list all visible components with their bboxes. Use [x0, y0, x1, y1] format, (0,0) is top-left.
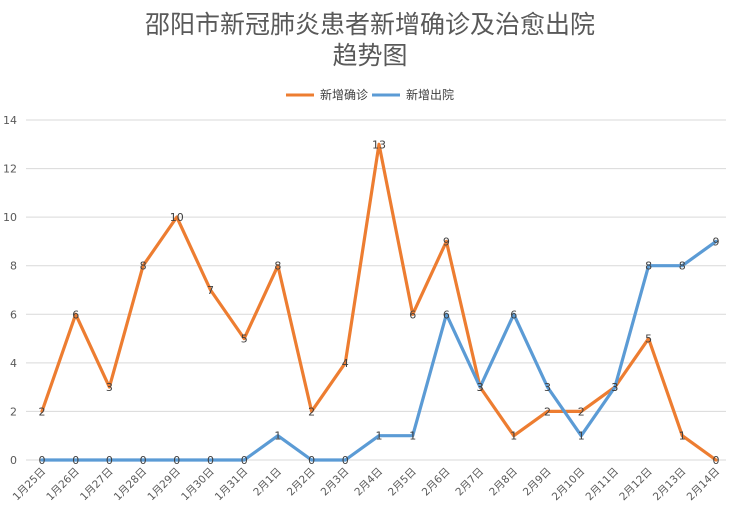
y-tick-label: 10 — [3, 211, 17, 224]
data-label-discharged: 0 — [342, 454, 349, 467]
x-tick-label: 1月30日 — [179, 466, 217, 504]
data-label-confirmed: 2 — [578, 405, 585, 418]
data-label-discharged: 0 — [72, 454, 79, 467]
x-tick-label: 2月9日 — [521, 466, 554, 499]
data-label-confirmed: 3 — [106, 381, 113, 394]
data-label-confirmed: 3 — [477, 381, 484, 394]
legend-label-discharged: 新增出院 — [406, 87, 454, 102]
data-label-confirmed: 5 — [241, 333, 248, 346]
data-label-discharged: 1 — [578, 430, 585, 443]
y-tick-label: 4 — [10, 357, 17, 370]
data-label-confirmed: 1 — [510, 430, 517, 443]
data-label-discharged: 8 — [679, 260, 686, 273]
x-tick-label: 1月26日 — [44, 466, 82, 504]
y-tick-label: 14 — [3, 114, 17, 127]
x-tick-label: 2月11日 — [584, 466, 622, 504]
data-label-confirmed: 4 — [342, 357, 349, 370]
data-label-discharged: 0 — [140, 454, 147, 467]
chart-title-line-2: 趋势图 — [332, 41, 407, 70]
y-axis-ticks: 0 2 4 6 8 10 12 14 — [3, 114, 17, 467]
data-label-confirmed: 8 — [140, 260, 147, 273]
x-tick-label: 1月27日 — [78, 466, 116, 504]
data-label-confirmed: 9 — [443, 235, 450, 248]
x-tick-label: 2月4日 — [352, 466, 385, 499]
chart-title-line-1: 邵阳市新冠肺炎患者新增确诊及治愈出院 — [145, 10, 595, 39]
y-tick-label: 6 — [10, 308, 17, 321]
series-line-confirmed — [40, 142, 718, 462]
y-tick-label: 2 — [10, 405, 17, 418]
data-label-discharged: 0 — [207, 454, 214, 467]
x-tick-label: 2月8日 — [487, 466, 520, 499]
data-label-confirmed: 2 — [308, 405, 315, 418]
data-label-discharged: 8 — [645, 260, 652, 273]
data-label-discharged: 1 — [376, 430, 383, 443]
data-label-discharged: 0 — [308, 454, 315, 467]
data-label-discharged: 1 — [409, 430, 416, 443]
data-label-confirmed: 7 — [207, 284, 214, 297]
series-lines — [40, 142, 718, 462]
data-label-discharged: 0 — [173, 454, 180, 467]
x-tick-label: 2月3日 — [319, 466, 352, 499]
y-tick-label: 8 — [10, 260, 17, 273]
legend-label-confirmed: 新增确诊 — [320, 87, 368, 102]
data-label-confirmed: 6 — [409, 308, 416, 321]
x-tick-label: 1月31日 — [213, 466, 251, 504]
x-tick-label: 2月1日 — [251, 466, 284, 499]
data-label-confirmed: 0 — [713, 454, 720, 467]
series-line-discharged — [40, 239, 718, 462]
data-label-discharged: 3 — [544, 381, 551, 394]
x-tick-label: 2月10日 — [550, 466, 588, 504]
data-label-confirmed: 10 — [170, 211, 184, 224]
data-label-discharged: 6 — [443, 308, 450, 321]
x-tick-label: 2月14日 — [685, 466, 723, 504]
data-label-discharged: 1 — [274, 430, 281, 443]
data-label-confirmed: 8 — [274, 260, 281, 273]
x-tick-label: 2月2日 — [285, 466, 318, 499]
y-tick-label: 0 — [10, 454, 17, 467]
data-label-confirmed: 2 — [544, 405, 551, 418]
data-label-discharged: 0 — [39, 454, 46, 467]
x-tick-label: 1月25日 — [11, 466, 49, 504]
x-tick-label: 2月7日 — [453, 466, 486, 499]
legend: 新增确诊 新增出院 — [286, 87, 454, 102]
data-label-confirmed: 2 — [39, 405, 46, 418]
x-tick-label: 1月28日 — [112, 466, 150, 504]
x-tick-label: 2月13日 — [651, 466, 689, 504]
x-tick-label: 2月12日 — [617, 466, 655, 504]
x-tick-label: 2月6日 — [420, 466, 453, 499]
data-label-discharged: 9 — [713, 235, 720, 248]
data-label-confirmed: 5 — [645, 333, 652, 346]
data-label-confirmed: 1 — [679, 430, 686, 443]
data-label-discharged: 3 — [477, 381, 484, 394]
y-tick-label: 12 — [3, 163, 17, 176]
data-label-confirmed: 6 — [72, 308, 79, 321]
data-label-confirmed: 3 — [611, 381, 618, 394]
x-tick-label: 2月5日 — [386, 466, 419, 499]
data-label-discharged: 0 — [106, 454, 113, 467]
data-label-discharged: 6 — [510, 308, 517, 321]
data-label-confirmed: 13 — [372, 138, 386, 151]
data-label-discharged: 3 — [611, 381, 618, 394]
x-tick-label: 1月29日 — [145, 466, 183, 504]
data-label-discharged: 0 — [241, 454, 248, 467]
